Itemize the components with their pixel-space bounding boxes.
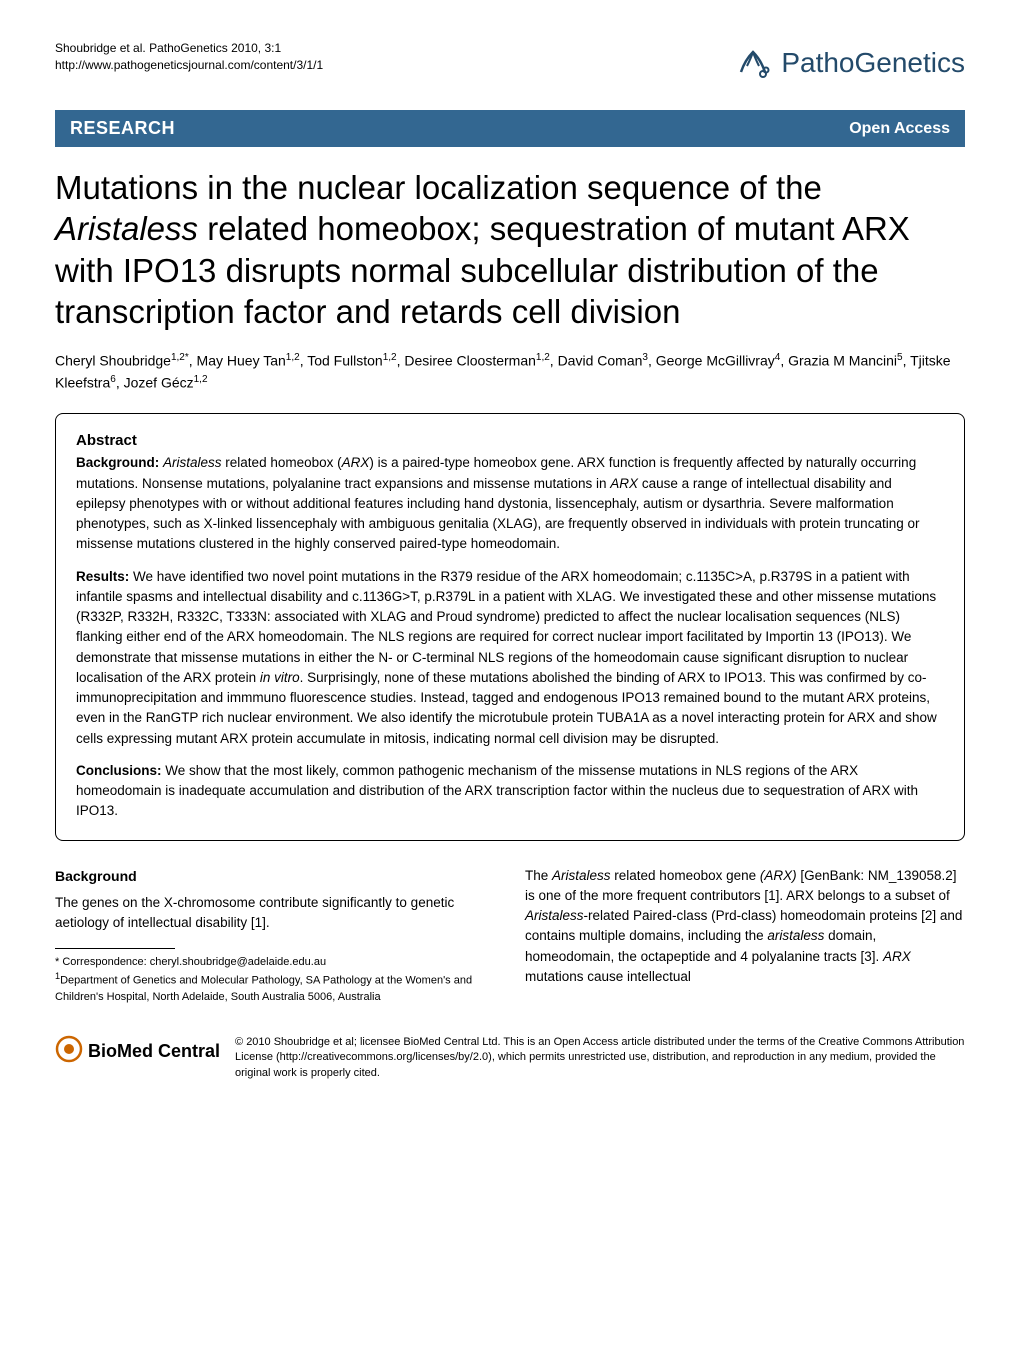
article-type-label: RESEARCH xyxy=(70,118,175,139)
right-column-paragraph: The Aristaless related homeobox gene (AR… xyxy=(525,866,965,988)
open-access-label: Open Access xyxy=(849,120,950,138)
left-column-paragraph: The genes on the X-chromosome contribute… xyxy=(55,893,495,934)
license-text: © 2010 Shoubridge et al; licensee BioMed… xyxy=(235,1035,965,1081)
body-columns: Background The genes on the X-chromosome… xyxy=(55,866,965,1005)
article-title: Mutations in the nuclear localization se… xyxy=(55,167,965,332)
correspondence-footnote: * Correspondence: cheryl.shoubridge@adel… xyxy=(55,955,495,970)
right-column: The Aristaless related homeobox gene (AR… xyxy=(525,866,965,1005)
biomed-central-text: BioMed Central xyxy=(88,1041,220,1062)
page-footer: BioMed Central © 2010 Shoubridge et al; … xyxy=(55,1030,965,1081)
abstract-results: Results: We have identified two novel po… xyxy=(76,567,944,749)
citation-line-2: http://www.pathogeneticsjournal.com/cont… xyxy=(55,57,323,74)
abstract-heading: Abstract xyxy=(76,432,944,449)
abstract-conclusions-text: We show that the most likely, common pat… xyxy=(76,763,918,819)
abstract-background-text: Aristaless related homeobox (ARX) is a p… xyxy=(76,455,919,551)
author-list: Cheryl Shoubridge1,2*, May Huey Tan1,2, … xyxy=(55,350,965,393)
journal-logo-text: PathoGenetics xyxy=(781,47,965,79)
citation-block: Shoubridge et al. PathoGenetics 2010, 3:… xyxy=(55,40,323,74)
abstract-background-label: Background: xyxy=(76,455,159,470)
article-type-banner: RESEARCH Open Access xyxy=(55,110,965,147)
abstract-box: Abstract Background: Aristaless related … xyxy=(55,413,965,840)
footnote-divider xyxy=(55,948,175,949)
biomed-central-logo: BioMed Central xyxy=(55,1035,220,1068)
journal-logo: PathoGenetics xyxy=(733,40,965,85)
abstract-conclusions: Conclusions: We show that the most likel… xyxy=(76,761,944,822)
left-column: Background The genes on the X-chromosome… xyxy=(55,866,495,1005)
page-container: Shoubridge et al. PathoGenetics 2010, 3:… xyxy=(0,0,1020,1111)
affiliation-footnote: 1Department of Genetics and Molecular Pa… xyxy=(55,970,495,1004)
abstract-results-text: We have identified two novel point mutat… xyxy=(76,569,937,746)
page-header: Shoubridge et al. PathoGenetics 2010, 3:… xyxy=(55,40,965,85)
citation-line-1: Shoubridge et al. PathoGenetics 2010, 3:… xyxy=(55,40,323,57)
biomed-central-icon xyxy=(55,1035,83,1068)
abstract-background: Background: Aristaless related homeobox … xyxy=(76,453,944,554)
background-section-heading: Background xyxy=(55,866,495,887)
abstract-results-label: Results: xyxy=(76,569,129,584)
abstract-conclusions-label: Conclusions: xyxy=(76,763,162,778)
journal-logo-icon xyxy=(733,40,773,85)
